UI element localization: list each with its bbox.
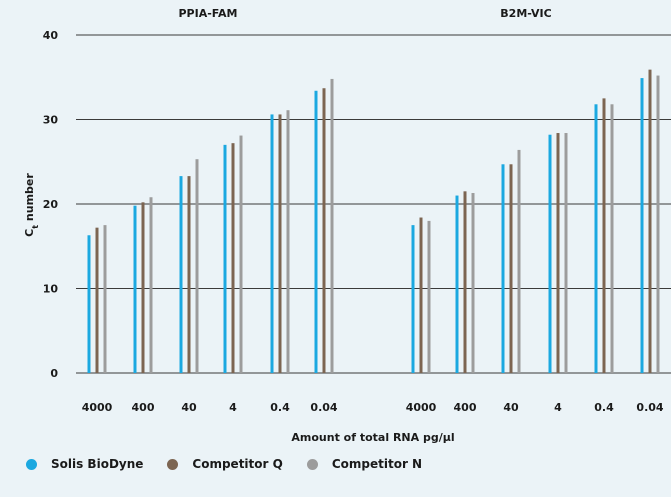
- bar: [314, 90, 318, 374]
- legend-swatch: [306, 458, 318, 470]
- group-title: PPIA-FAM: [178, 7, 237, 20]
- bar: [187, 176, 191, 373]
- legend-label: Competitor Q: [192, 457, 283, 471]
- bar: [640, 78, 644, 373]
- bars: [87, 69, 660, 374]
- x-tick-label: 0.4: [594, 401, 614, 414]
- bar: [223, 144, 227, 373]
- y-tick-label: 30: [43, 114, 59, 127]
- bar: [471, 193, 475, 373]
- x-tick-label: 4000: [82, 401, 113, 414]
- bar: [179, 176, 183, 373]
- legend-item: Solis BioDyne: [26, 457, 143, 471]
- bar: [330, 78, 334, 373]
- legend-item: Competitor N: [306, 457, 423, 471]
- x-tick-label: 400: [132, 401, 155, 414]
- bar: [103, 225, 107, 373]
- bar: [195, 159, 199, 373]
- y-tick-label: 40: [43, 29, 59, 42]
- y-axis-label: Ct number: [23, 173, 40, 237]
- x-tick-label: 400: [454, 401, 477, 414]
- bar: [594, 104, 598, 373]
- group-title: B2M-VIC: [500, 7, 551, 20]
- legend-item: Competitor Q: [167, 457, 283, 471]
- bar: [455, 195, 459, 373]
- x-tick-label: 0.04: [636, 401, 663, 414]
- x-tick-label: 4: [229, 401, 237, 414]
- bar: [133, 205, 137, 373]
- bar: [87, 235, 91, 373]
- group-titles: PPIA-FAM B2M-VIC: [178, 7, 551, 20]
- x-tick-label: 40: [181, 401, 197, 414]
- y-tick-labels: 0 10 20 30 40: [43, 29, 59, 380]
- bar: [411, 225, 415, 373]
- bar: [610, 104, 614, 373]
- x-tick-label: 0.4: [270, 401, 290, 414]
- bar: [564, 133, 568, 373]
- bar: [270, 114, 274, 374]
- gridlines: [76, 34, 671, 374]
- x-tick-label: 0.04: [310, 401, 337, 414]
- bar: [322, 88, 326, 374]
- bar: [239, 135, 243, 373]
- bar: [278, 114, 282, 374]
- bar: [149, 197, 153, 373]
- legend-label: Solis BioDyne: [51, 457, 144, 471]
- x-tick-labels: 4000 400 40 4 0.4 0.04 4000 400 40 4 0.4 0.04: [82, 401, 664, 414]
- bar: [419, 217, 423, 373]
- bar: [141, 202, 145, 373]
- legend-swatch: [167, 458, 179, 470]
- bar: [548, 134, 552, 373]
- y-tick-label: 20: [43, 198, 59, 211]
- bar: [556, 133, 560, 373]
- legend: Solis BioDyne Competitor Q Competitor N: [26, 454, 446, 474]
- bar: [648, 69, 652, 374]
- x-tick-label: 4000: [406, 401, 437, 414]
- bar: [517, 149, 521, 373]
- legend-swatch: [26, 458, 37, 470]
- x-axis-label: Amount of total RNA pg/µl: [291, 431, 454, 444]
- bar: [501, 164, 505, 373]
- bar: [656, 75, 660, 373]
- x-tick-label: 40: [503, 401, 519, 414]
- y-tick-label: 10: [43, 283, 59, 296]
- bar: [231, 143, 235, 373]
- bar: [602, 98, 606, 373]
- bar: [509, 164, 513, 373]
- bar: [427, 220, 431, 373]
- legend-label: Competitor N: [331, 457, 423, 471]
- x-tick-label: 4: [554, 401, 562, 414]
- bar: [463, 191, 467, 373]
- bar: [286, 110, 290, 373]
- y-tick-label: 0: [50, 367, 58, 380]
- bar: [95, 227, 99, 373]
